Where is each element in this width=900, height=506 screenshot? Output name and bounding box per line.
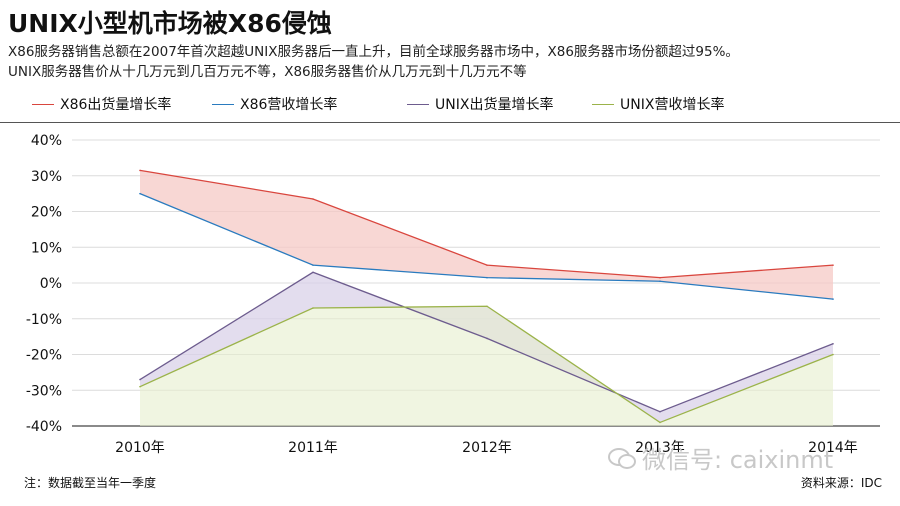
y-tick-label: -30% bbox=[26, 383, 62, 399]
data-point bbox=[486, 337, 488, 340]
data-point bbox=[486, 305, 488, 308]
legend-label: X86营收增长率 bbox=[240, 97, 338, 113]
y-tick-label: -20% bbox=[26, 348, 62, 364]
data-point bbox=[139, 169, 141, 172]
line-chart: 40% 30% 20% 10% 0% -10% -20% -30% -40% 2010年 2011年… bbox=[26, 133, 880, 456]
legend-swatch bbox=[32, 103, 54, 105]
y-tick-label: 30% bbox=[31, 169, 62, 185]
data-point bbox=[832, 342, 834, 345]
y-tick-label: -40% bbox=[26, 419, 62, 435]
x-tick-label: 2011年 bbox=[288, 440, 338, 456]
data-point bbox=[312, 198, 314, 200]
legend-item-x86-shipments: X86出货量增长率 bbox=[32, 92, 171, 116]
chart-subtitle: X86服务器销售总额在2007年首次超越UNIX服务器后一直上升，目前全球服务器… bbox=[8, 42, 892, 82]
chart-legend: X86出货量增长率 X86营收增长率 UNIX出货量增长率 UNIX营收增长率 bbox=[12, 92, 892, 116]
x-tick-label: 2014年 bbox=[808, 440, 858, 456]
legend-label: UNIX出货量增长率 bbox=[435, 97, 554, 113]
y-tick-label: 20% bbox=[31, 205, 62, 221]
data-point bbox=[312, 271, 314, 274]
data-point bbox=[486, 264, 488, 266]
legend-divider bbox=[0, 122, 900, 123]
chart-title: UNIX小型机市场被X86侵蚀 bbox=[8, 9, 332, 38]
subtitle-line-2: UNIX服务器售价从十几万元到几百万元不等，X86服务器售价从几万元到十几万元不… bbox=[8, 64, 527, 80]
legend-swatch bbox=[212, 103, 234, 105]
legend-label: UNIX营收增长率 bbox=[620, 97, 725, 113]
legend-item-unix-revenue: UNIX营收增长率 bbox=[592, 92, 724, 116]
x-tick-label: 2010年 bbox=[115, 440, 165, 456]
data-point bbox=[486, 276, 488, 279]
data-point bbox=[832, 264, 834, 266]
x-tick-label: 2012年 bbox=[462, 440, 512, 456]
source-note: 资料来源：IDC bbox=[800, 476, 882, 490]
data-point bbox=[139, 378, 141, 381]
legend-label: X86出货量增长率 bbox=[60, 97, 172, 113]
legend-item-x86-revenue: X86营收增长率 bbox=[212, 92, 337, 116]
data-point bbox=[659, 276, 661, 279]
y-tick-label: 0% bbox=[40, 276, 62, 292]
legend-swatch bbox=[407, 103, 429, 105]
y-tick-label: -10% bbox=[26, 312, 62, 328]
data-point bbox=[659, 421, 661, 424]
data-point bbox=[659, 280, 661, 283]
y-tick-label: 40% bbox=[31, 133, 62, 149]
data-point bbox=[139, 192, 141, 195]
footnote: 注：数据截至当年一季度 bbox=[24, 476, 157, 490]
legend-item-unix-shipments: UNIX出货量增长率 bbox=[407, 92, 553, 116]
data-point bbox=[832, 353, 834, 356]
area-unix-revenue bbox=[140, 306, 833, 426]
wechat-icon bbox=[608, 447, 636, 469]
x-tick-label: 2013年 bbox=[635, 440, 685, 456]
legend-swatch bbox=[592, 103, 614, 105]
data-point bbox=[659, 410, 661, 413]
data-point bbox=[312, 307, 314, 309]
data-point bbox=[139, 385, 141, 388]
area-x86-shipments bbox=[140, 170, 833, 300]
data-point bbox=[832, 298, 834, 300]
watermark-text: 微信号: caixinmt bbox=[642, 446, 834, 474]
watermark: 微信号: caixinmt bbox=[608, 440, 833, 475]
subtitle-line-1: X86服务器销售总额在2007年首次超越UNIX服务器后一直上升，目前全球服务器… bbox=[8, 44, 739, 60]
y-tick-label: 10% bbox=[31, 240, 62, 256]
data-point bbox=[312, 264, 314, 266]
